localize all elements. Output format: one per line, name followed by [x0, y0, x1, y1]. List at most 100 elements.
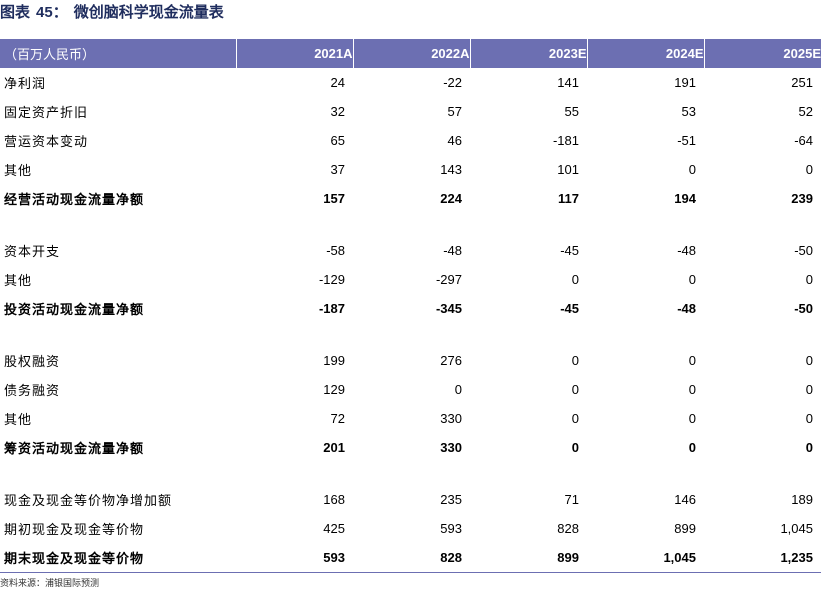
header-year-2021a: 2021A	[235, 39, 353, 68]
row-value: 0	[688, 162, 696, 177]
row-value: 101	[557, 162, 579, 177]
row-value: -181	[552, 133, 579, 148]
row-label: 现金及现金等价物净增加额	[4, 494, 173, 509]
table-row: 营运资本变动 65 46 -181 -51 -64	[0, 126, 821, 155]
row-value: 0	[571, 382, 579, 397]
title-number: 45	[36, 4, 53, 21]
row-value: -48	[443, 243, 462, 258]
row-value: 141	[557, 75, 579, 90]
row-value: 425	[323, 521, 345, 536]
row-value: 143	[440, 162, 462, 177]
row-value: 1,045	[587, 543, 704, 573]
row-value: -48	[677, 301, 696, 316]
row-value: 235	[440, 492, 462, 507]
table-row: 净利润 24 -22 141 191 251	[0, 68, 821, 97]
source-note: 资料来源：浦银国际预测	[0, 579, 100, 589]
row-value: 71	[564, 492, 579, 507]
row-value: -50	[794, 301, 813, 316]
table-total-row: 经营活动现金流量净额 157 224 117 194 239	[0, 184, 821, 213]
row-value: 0	[688, 440, 696, 455]
row-label: 股权融资	[4, 355, 61, 370]
row-label: 筹资活动现金流量净额	[4, 442, 145, 457]
row-value: -58	[326, 243, 345, 258]
header-year-2024e: 2024E	[586, 39, 704, 68]
row-value: 37	[330, 162, 345, 177]
row-value: 32	[330, 104, 345, 119]
row-label: 债务融资	[4, 384, 61, 399]
row-label: 其他	[4, 164, 33, 179]
cash-flow-table: （百万人民币） 2021A 2022A 2023E 2024E 2025E 净利…	[0, 39, 821, 573]
spacer-cell	[0, 213, 821, 236]
row-value: 593	[236, 543, 353, 573]
row-value: 157	[323, 191, 345, 206]
row-value: 0	[805, 272, 813, 287]
table-row: 股权融资 199 276 0 0 0	[0, 346, 821, 375]
spacer-cell	[0, 462, 821, 485]
row-label: 其他	[4, 274, 33, 289]
row-value: -51	[677, 133, 696, 148]
row-value: 46	[447, 133, 462, 148]
table-header: （百万人民币） 2021A 2022A 2023E 2024E 2025E	[0, 39, 821, 68]
row-value: 57	[447, 104, 462, 119]
row-value: 593	[440, 521, 462, 536]
row-value: -48	[677, 243, 696, 258]
table-row: 其他 -129 -297 0 0 0	[0, 265, 821, 294]
row-value: 224	[440, 191, 462, 206]
row-value: 1,235	[704, 543, 821, 573]
row-value: 168	[323, 492, 345, 507]
row-value: -50	[794, 243, 813, 258]
table-row: 其他 72 330 0 0 0	[0, 404, 821, 433]
title-prefix: 图表	[0, 3, 31, 21]
row-value: 194	[674, 191, 696, 206]
row-label: 净利润	[4, 77, 47, 92]
row-label: 期末现金及现金等价物	[0, 543, 236, 573]
row-value: 201	[323, 440, 345, 455]
spacer-row	[0, 462, 821, 485]
row-value: 0	[805, 440, 813, 455]
row-value: 899	[674, 521, 696, 536]
row-label: 固定资产折旧	[4, 106, 89, 121]
table-row: 固定资产折旧 32 57 55 53 52	[0, 97, 821, 126]
row-label: 投资活动现金流量净额	[4, 303, 145, 318]
table-row: 期初现金及现金等价物 425 593 828 899 1,045	[0, 514, 821, 543]
table-row: 资本开支 -58 -48 -45 -48 -50	[0, 236, 821, 265]
table-total-row: 期末现金及现金等价物 593 828 899 1,045 1,235	[0, 543, 821, 573]
row-label: 资本开支	[4, 245, 61, 260]
row-value: 0	[805, 162, 813, 177]
row-value: 129	[323, 382, 345, 397]
row-value: 0	[688, 353, 696, 368]
table-row: 其他 37 143 101 0 0	[0, 155, 821, 184]
row-value: 189	[791, 492, 813, 507]
row-value: 52	[798, 104, 813, 119]
row-value: 1,045	[780, 521, 813, 536]
header-year-2025e: 2025E	[703, 39, 821, 68]
header-year-2022a: 2022A	[352, 39, 470, 68]
row-value: 276	[440, 353, 462, 368]
row-value: -297	[435, 272, 462, 287]
row-value: 330	[440, 411, 462, 426]
row-value: 55	[564, 104, 579, 119]
row-value: 0	[571, 353, 579, 368]
row-value: 899	[470, 543, 587, 573]
row-value: 0	[454, 382, 462, 397]
title-colon: ：	[52, 3, 68, 21]
row-value: 0	[688, 411, 696, 426]
row-value: 251	[791, 75, 813, 90]
row-value: -45	[560, 301, 579, 316]
row-value: 24	[330, 75, 345, 90]
row-label: 经营活动现金流量净额	[4, 193, 145, 208]
spacer-row	[0, 213, 821, 236]
row-value: 0	[571, 272, 579, 287]
row-value: 0	[805, 353, 813, 368]
row-value: 72	[330, 411, 345, 426]
spacer-cell	[0, 323, 821, 346]
row-value: -187	[318, 301, 345, 316]
row-value: 828	[557, 521, 579, 536]
row-value: 239	[791, 191, 813, 206]
title-text: 微创脑科学现金流量表	[73, 3, 224, 21]
row-value: 117	[558, 191, 579, 206]
row-value: -22	[443, 75, 462, 90]
row-value: -64	[794, 133, 813, 148]
row-value: 53	[681, 104, 696, 119]
row-label: 其他	[4, 413, 33, 428]
